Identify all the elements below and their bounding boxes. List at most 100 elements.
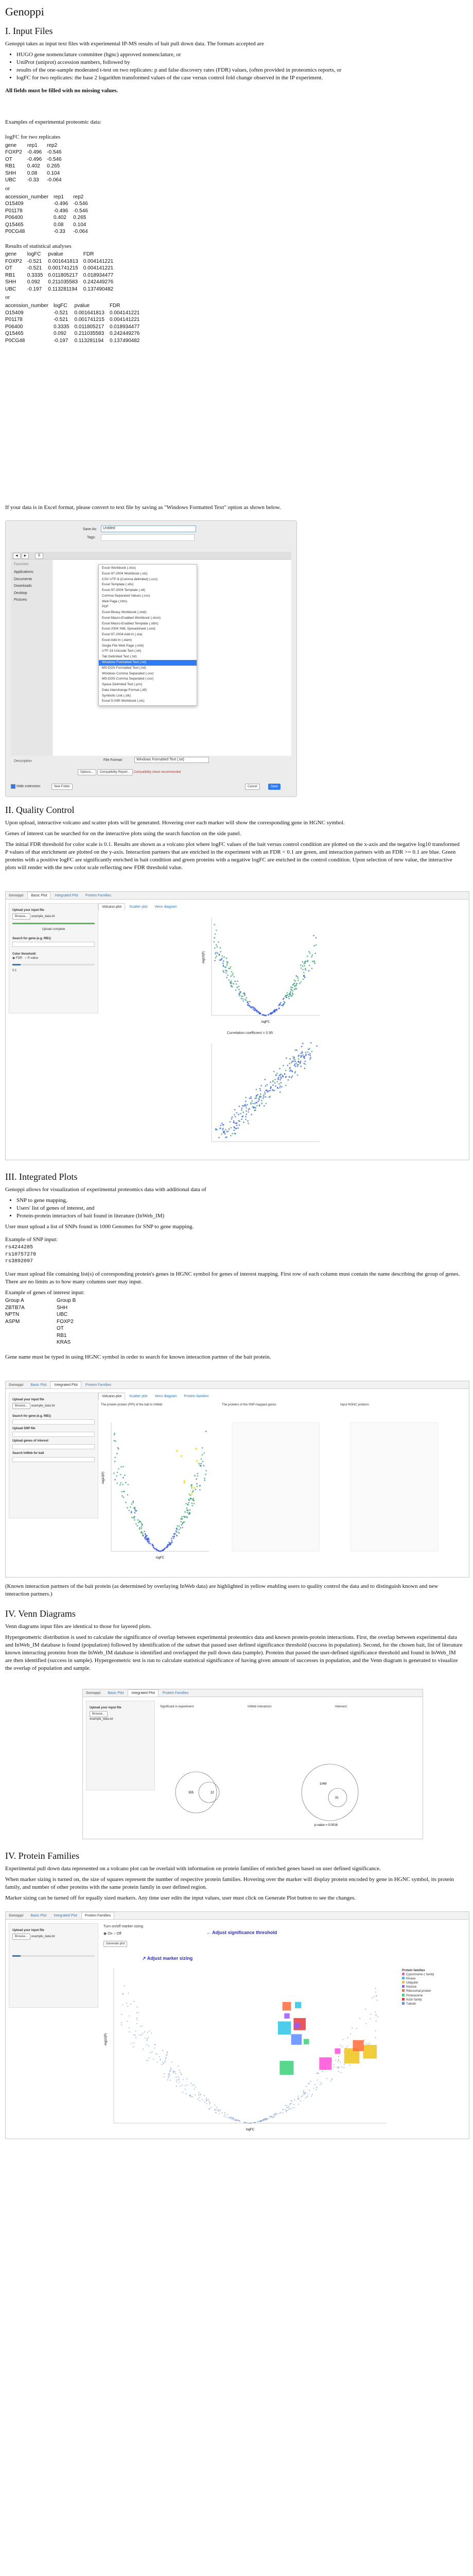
- volcano-point[interactable]: [113, 1472, 115, 1474]
- volcano-point[interactable]: [359, 2018, 361, 2019]
- volcano-point[interactable]: [220, 958, 222, 960]
- volcano-point[interactable]: [303, 974, 305, 976]
- volcano-point[interactable]: [181, 1518, 183, 1520]
- volcano-point[interactable]: [146, 1539, 148, 1541]
- scatter-point[interactable]: [309, 1055, 311, 1056]
- scatter-point[interactable]: [300, 1053, 302, 1054]
- scatter-point[interactable]: [264, 1078, 266, 1080]
- volcano-point[interactable]: [137, 1521, 139, 1523]
- snp-upload-input[interactable]: [12, 1432, 95, 1437]
- volcano-point[interactable]: [273, 1011, 275, 1013]
- volcano-point[interactable]: [290, 988, 292, 990]
- scatter-point[interactable]: [269, 1090, 271, 1092]
- scatter-point[interactable]: [222, 1124, 224, 1126]
- sidebar-item[interactable]: Desktop: [14, 591, 27, 595]
- volcano-point[interactable]: [340, 2044, 341, 2046]
- scatter-point[interactable]: [248, 1111, 249, 1113]
- tab-integrated-plot[interactable]: Integrated Plot: [128, 1689, 159, 1697]
- scatter-point[interactable]: [251, 1113, 252, 1115]
- volcano-point[interactable]: [356, 2028, 358, 2029]
- volcano-point[interactable]: [322, 2071, 323, 2072]
- scatter-point[interactable]: [256, 1095, 257, 1096]
- volcano-point[interactable]: [315, 944, 317, 946]
- scatter-plot[interactable]: [201, 1039, 325, 1152]
- volcano-point[interactable]: [308, 2082, 310, 2084]
- volcano-point[interactable]: [229, 2117, 231, 2119]
- volcano-point[interactable]: [294, 985, 296, 987]
- volcano-point[interactable]: [336, 2066, 338, 2068]
- volcano-point[interactable]: [254, 1008, 256, 1009]
- volcano-point[interactable]: [190, 2096, 192, 2097]
- volcano-point[interactable]: [186, 2084, 188, 2086]
- format-option[interactable]: Excel Macro-Enabled Template (.xltm): [102, 621, 159, 625]
- scatter-point[interactable]: [282, 1074, 284, 1076]
- family-marker[interactable]: [295, 2002, 302, 2008]
- volcano-point[interactable]: [274, 1011, 276, 1013]
- volcano-point[interactable]: [234, 980, 236, 982]
- volcano-point[interactable]: [147, 1540, 149, 1543]
- volcano-point[interactable]: [239, 991, 241, 993]
- scatter-point[interactable]: [250, 1102, 252, 1104]
- volcano-point[interactable]: [191, 1487, 193, 1489]
- volcano-point[interactable]: [170, 1537, 172, 1539]
- volcano-point[interactable]: [166, 1546, 167, 1548]
- volcano-point[interactable]: [276, 1009, 278, 1011]
- volcano-point[interactable]: [311, 954, 313, 956]
- volcano-point[interactable]: [127, 1484, 129, 1485]
- scatter-point[interactable]: [270, 1088, 271, 1089]
- volcano-point[interactable]: [121, 1490, 123, 1493]
- integrated-volcano-plot[interactable]: logFC -log10(P): [101, 1417, 214, 1562]
- volcano-point[interactable]: [205, 1470, 207, 1471]
- radio-fdr[interactable]: ◉ FDR: [12, 957, 23, 960]
- volcano-point[interactable]: [278, 1005, 279, 1006]
- volcano-point[interactable]: [302, 978, 304, 980]
- volcano-point[interactable]: [311, 960, 313, 962]
- volcano-point[interactable]: [254, 2122, 256, 2123]
- volcano-point[interactable]: [286, 992, 288, 994]
- volcano-point[interactable]: [151, 2032, 152, 2034]
- scatter-point[interactable]: [230, 1134, 232, 1137]
- volcano-point[interactable]: [172, 1537, 174, 1539]
- format-option[interactable]: PDF: [102, 605, 109, 609]
- volcano-point[interactable]: [279, 2112, 281, 2114]
- volcano-point[interactable]: [350, 2033, 352, 2035]
- volcano-point[interactable]: [181, 2084, 183, 2086]
- scatter-point[interactable]: [279, 1067, 281, 1070]
- volcano-point[interactable]: [176, 1527, 178, 1529]
- volcano-point[interactable]: [142, 1524, 144, 1526]
- volcano-point[interactable]: [233, 2118, 235, 2120]
- volcano-point[interactable]: [240, 997, 242, 999]
- scatter-point[interactable]: [246, 1107, 247, 1109]
- volcano-point[interactable]: [121, 2014, 122, 2015]
- volcano-point[interactable]: [195, 2086, 196, 2088]
- volcano-point[interactable]: [297, 979, 299, 981]
- volcano-point[interactable]: [298, 2104, 300, 2105]
- sidebar-item[interactable]: Documents: [14, 577, 32, 581]
- scatter-point[interactable]: [224, 1133, 226, 1135]
- volcano-point[interactable]: [165, 2057, 167, 2058]
- scatter-point[interactable]: [297, 1058, 300, 1060]
- scatter-point[interactable]: [297, 1061, 300, 1063]
- volcano-point[interactable]: [258, 2121, 259, 2122]
- hide-extension-checkbox[interactable]: [11, 784, 15, 789]
- volcano-point[interactable]: [377, 1999, 378, 2001]
- scatter-point[interactable]: [283, 1064, 284, 1066]
- volcano-point[interactable]: [237, 980, 238, 982]
- volcano-point[interactable]: [202, 1461, 204, 1462]
- scatter-point[interactable]: [245, 1118, 247, 1120]
- family-marker[interactable]: [284, 2013, 290, 2019]
- volcano-point[interactable]: [242, 1000, 244, 1002]
- scatter-point[interactable]: [225, 1129, 226, 1131]
- snp-volcano-plot[interactable]: [222, 1417, 325, 1562]
- volcano-point[interactable]: [305, 969, 307, 971]
- volcano-point[interactable]: [139, 1527, 141, 1529]
- volcano-point[interactable]: [122, 1994, 124, 1995]
- scatter-point[interactable]: [263, 1105, 265, 1107]
- volcano-point[interactable]: [226, 970, 228, 972]
- scatter-point[interactable]: [246, 1110, 248, 1112]
- volcano-point[interactable]: [244, 2122, 246, 2123]
- scatter-point[interactable]: [300, 1056, 302, 1058]
- format-option[interactable]: MS-DOS Comma Separated (.csv): [102, 677, 154, 681]
- volcano-point[interactable]: [283, 1003, 285, 1005]
- volcano-point[interactable]: [321, 2082, 322, 2084]
